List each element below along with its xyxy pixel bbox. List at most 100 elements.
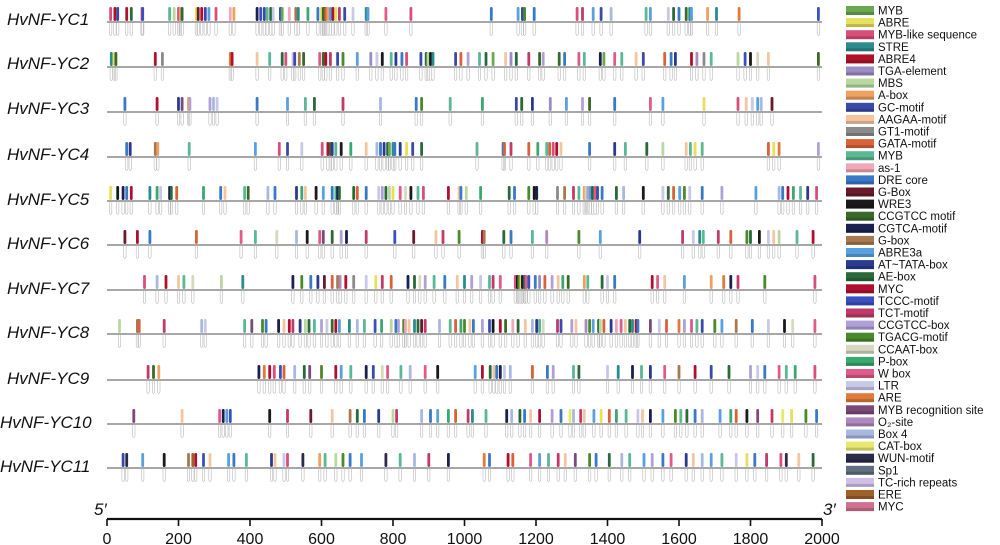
element-mark: [516, 319, 520, 333]
element-mark: [420, 319, 423, 333]
element-mark: [566, 275, 570, 289]
element-mark: [777, 230, 781, 244]
legend-swatch-shade: [846, 496, 874, 499]
element-mark: [693, 365, 697, 379]
element-mark-shadow: [387, 202, 391, 215]
element-mark-shadow: [491, 68, 495, 81]
element-mark-shadow: [561, 291, 565, 304]
element-mark-shadow: [128, 158, 132, 171]
element-mark: [316, 7, 320, 21]
element-mark: [152, 365, 155, 379]
element-mark-shadow: [194, 23, 198, 36]
element-mark-shadow: [645, 158, 649, 171]
element-mark-shadow: [380, 68, 384, 81]
element-mark-shadow: [225, 425, 229, 438]
element-mark-shadow: [153, 68, 157, 81]
element-mark-shadow: [196, 23, 200, 36]
element-mark-shadow: [387, 158, 391, 171]
element-mark: [447, 186, 450, 200]
legend-swatch: [846, 175, 874, 185]
element-mark-shadow: [302, 68, 306, 81]
legend-swatch: [846, 223, 874, 233]
axis-tick-label: 800: [380, 531, 407, 545]
element-mark-shadow: [506, 469, 510, 482]
element-mark-shadow: [581, 23, 584, 36]
element-mark-shadow: [677, 23, 681, 36]
element-mark: [550, 409, 554, 423]
element-mark-shadow: [628, 335, 632, 348]
element-mark-shadow: [277, 335, 281, 348]
element-mark: [349, 365, 353, 379]
element-mark-shadow: [364, 291, 368, 304]
legend-label: LTR: [878, 381, 899, 393]
element-mark-shadow: [550, 291, 554, 304]
element-mark-shadow: [398, 158, 402, 171]
element-mark-shadow: [262, 23, 266, 36]
element-mark-shadow: [644, 23, 648, 36]
legend-label: CCGTCC motif: [878, 211, 956, 223]
element-mark: [404, 319, 407, 333]
element-mark: [556, 453, 560, 467]
element-mark-shadow: [745, 469, 749, 482]
element-mark-shadow: [406, 291, 410, 304]
element-mark: [334, 453, 338, 467]
element-mark-shadow: [666, 23, 670, 36]
element-mark-shadow: [463, 291, 466, 304]
element-mark: [745, 230, 749, 244]
element-mark: [208, 453, 212, 467]
element-mark-shadow: [623, 335, 627, 348]
element-mark-shadow: [556, 202, 559, 215]
element-mark: [736, 275, 740, 289]
element-mark: [320, 142, 324, 156]
element-mark-shadow: [700, 335, 704, 348]
element-mark-shadow: [405, 68, 409, 81]
element-mark: [155, 275, 159, 289]
element-mark-shadow: [669, 469, 673, 482]
element-mark-shadow: [141, 23, 145, 36]
element-mark: [749, 52, 752, 66]
element-mark: [296, 7, 300, 21]
element-mark: [656, 275, 659, 289]
element-mark: [661, 142, 665, 156]
element-mark-shadow: [582, 68, 586, 81]
element-mark-shadow: [795, 246, 799, 259]
legend-swatch-shade: [846, 181, 874, 185]
element-mark: [538, 275, 541, 289]
element-mark-shadow: [642, 469, 646, 482]
element-mark: [509, 230, 513, 244]
element-mark-shadow: [261, 335, 264, 348]
legend-label: G-Box: [878, 187, 911, 199]
legend-swatch: [846, 30, 874, 40]
element-mark: [304, 97, 307, 111]
element-mark: [343, 7, 347, 21]
element-mark-shadow: [523, 291, 527, 304]
element-mark-shadow: [566, 291, 570, 304]
gene-label: HvNF-YC10: [0, 413, 92, 432]
element-mark: [419, 52, 423, 66]
element-mark-shadow: [364, 381, 368, 394]
element-mark-shadow: [791, 202, 795, 215]
element-mark-shadow: [606, 291, 609, 304]
element-mark: [545, 230, 549, 244]
element-mark: [666, 186, 670, 200]
element-mark: [116, 7, 120, 21]
element-mark-shadow: [438, 335, 441, 348]
element-mark-shadow: [570, 335, 574, 348]
element-mark: [613, 52, 617, 66]
element-mark: [624, 409, 628, 423]
element-mark: [622, 186, 625, 200]
element-mark: [420, 97, 423, 111]
element-mark-shadow: [813, 335, 817, 348]
element-mark: [613, 97, 617, 111]
element-mark-shadow: [169, 202, 173, 215]
element-mark: [574, 319, 578, 333]
element-mark: [457, 230, 461, 244]
legend-swatch-shade: [846, 423, 874, 427]
element-mark: [734, 453, 738, 467]
element-mark-shadow: [551, 158, 555, 171]
element-mark-shadow: [536, 158, 540, 171]
element-mark-shadow: [509, 246, 513, 259]
legend-swatch-shade: [846, 302, 874, 306]
element-mark: [215, 97, 219, 111]
